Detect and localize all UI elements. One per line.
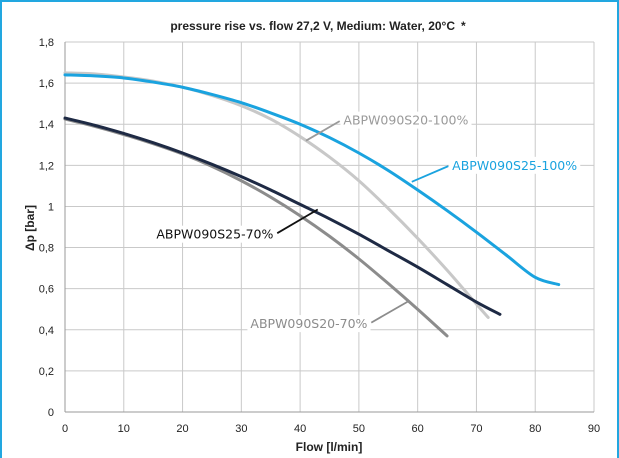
- annotation-background: [153, 225, 277, 243]
- x-tick-label: 40: [294, 423, 306, 435]
- y-tick-label: 0,8: [39, 243, 54, 255]
- y-tick-label: 0,6: [39, 284, 54, 296]
- x-tick-label: 70: [470, 423, 482, 435]
- series-annotation-0: ABPW090S20-100%: [343, 113, 468, 128]
- x-tick-label: 50: [353, 423, 365, 435]
- y-axis-title: Δp [bar]: [23, 205, 37, 251]
- grid: [64, 41, 595, 413]
- x-tick-label: 80: [529, 423, 541, 435]
- annotation-background: [340, 111, 472, 129]
- chart-title: pressure rise vs. flow 27,2 V, Medium: W…: [170, 19, 466, 33]
- annotation-leader-line: [370, 300, 410, 324]
- x-tick-label: 30: [235, 423, 247, 435]
- y-tick-label: 1: [48, 201, 54, 213]
- y-tick-label: 0,2: [39, 366, 54, 378]
- series-annotation-3: ABPW090S20-70%: [250, 316, 367, 331]
- x-tick-label: 20: [176, 423, 188, 435]
- x-tick-label: 10: [118, 423, 130, 435]
- series-annotation-2: ABPW090S25-70%: [156, 227, 273, 242]
- annotation-background: [247, 315, 371, 333]
- series-annotation-1: ABPW090S25-100%: [452, 158, 577, 173]
- annotation-leader-line: [411, 165, 449, 183]
- annotations: ABPW090S20-100% ABPW090S25-100% ABPW090S25…: [153, 111, 581, 333]
- x-tick-label: 90: [588, 423, 600, 435]
- annotation-background: [449, 156, 581, 174]
- y-tick-label: 0: [48, 407, 54, 419]
- x-tick-label: 60: [412, 423, 424, 435]
- series-line-2: [63, 116, 502, 316]
- annotation-leader-line: [276, 208, 319, 234]
- y-tick-label: 1,4: [39, 119, 54, 131]
- series-line-0: [63, 73, 561, 287]
- y-tick-label: 0,4: [39, 325, 54, 337]
- y-tick-label: 1,8: [39, 37, 54, 49]
- annotation-leader-line: [305, 120, 341, 142]
- axis-ticks: 0 10 20 30 40 50 60 70 80 90 0 0,2 0,4 0,6 0,8 1 1,2 1,4 1…: [39, 37, 600, 435]
- x-tick-label: 0: [62, 423, 68, 435]
- x-axis-title: Flow [l/min]: [296, 440, 363, 454]
- y-tick-label: 1,6: [39, 78, 54, 90]
- curves: [63, 71, 561, 338]
- y-tick-label: 1,2: [39, 160, 54, 172]
